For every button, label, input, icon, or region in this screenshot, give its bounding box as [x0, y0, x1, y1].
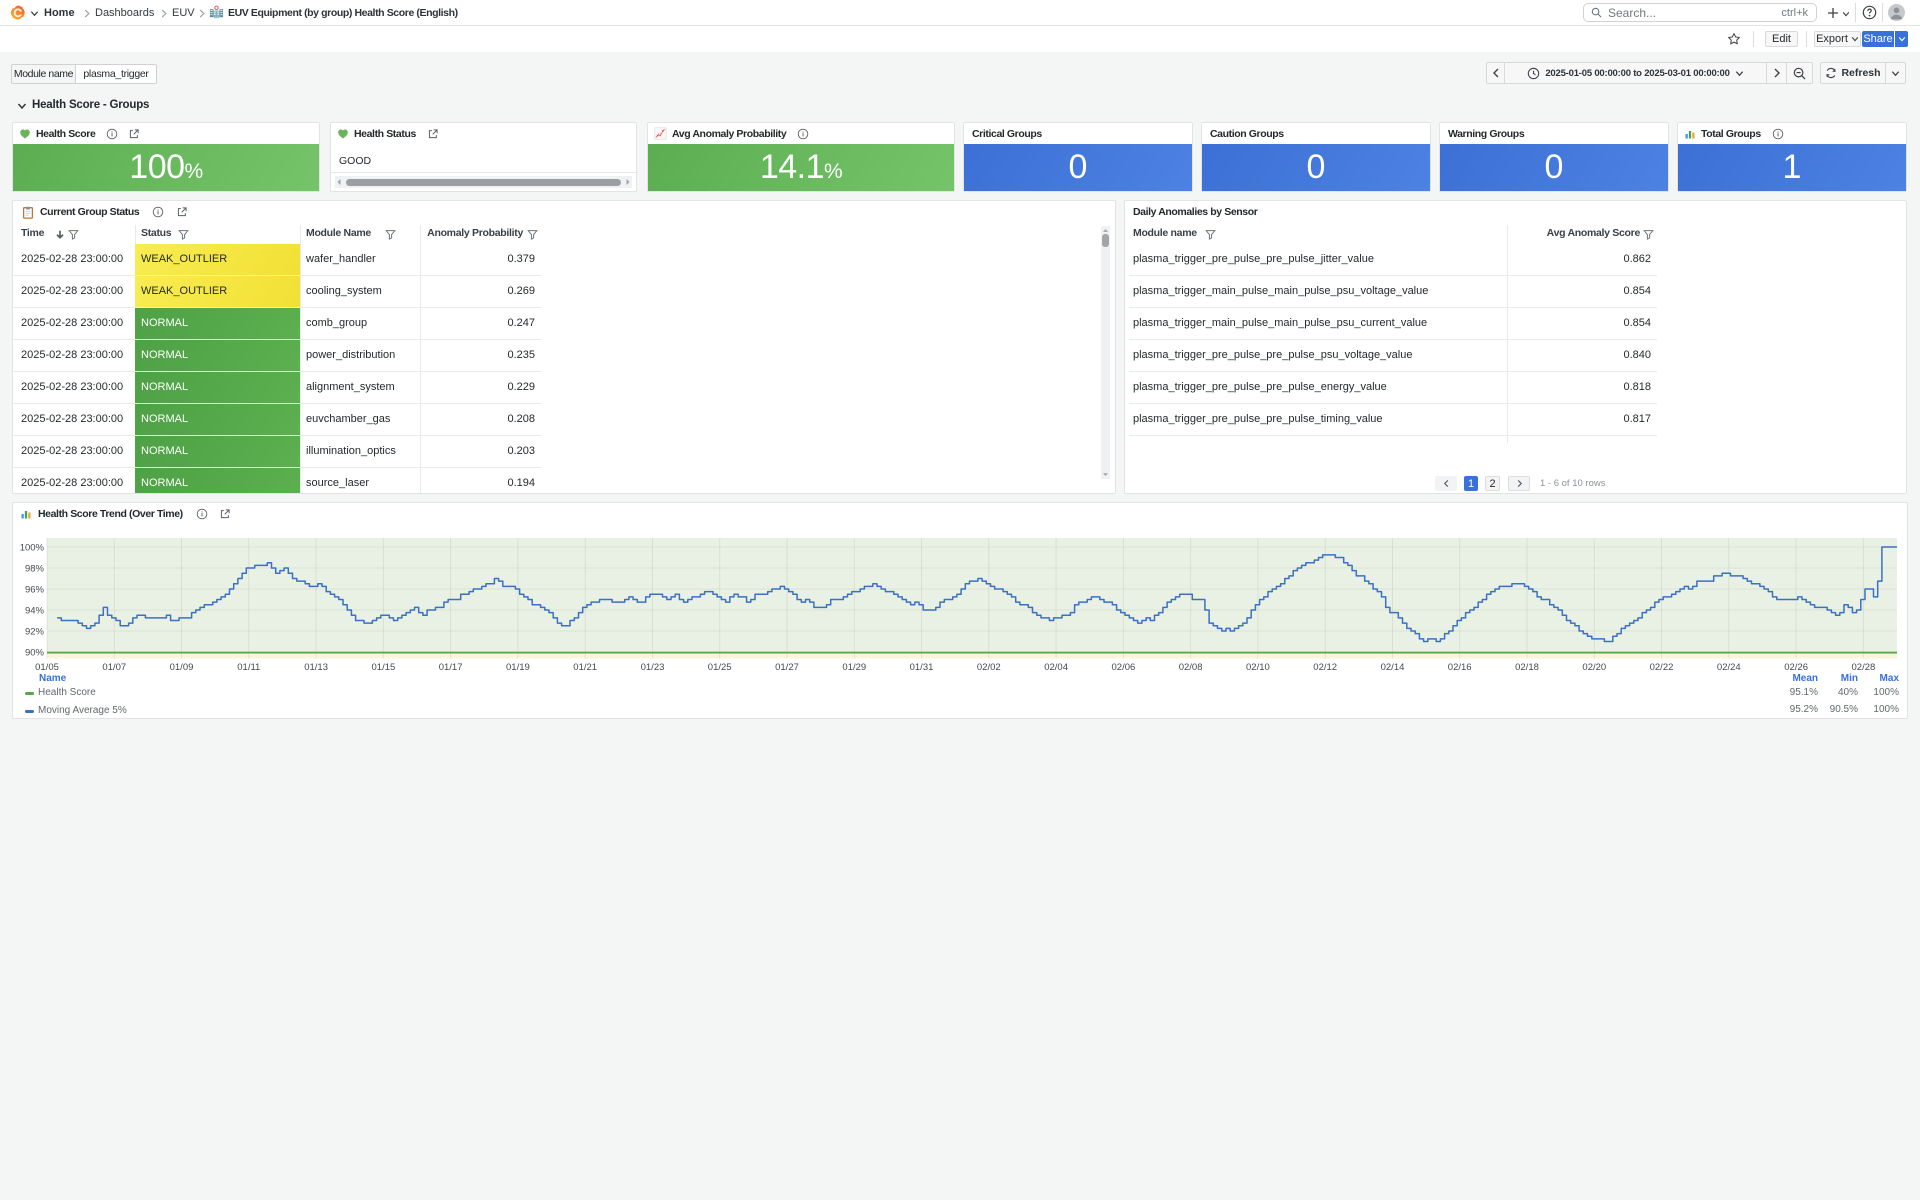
- svg-text:01/11: 01/11: [237, 662, 260, 673]
- svg-text:01/29: 01/29: [842, 662, 866, 673]
- svg-text:02/16: 02/16: [1448, 662, 1472, 673]
- svg-text:02/26: 02/26: [1784, 662, 1808, 673]
- svg-text:01/09: 01/09: [170, 662, 194, 673]
- svg-text:02/08: 02/08: [1179, 662, 1203, 673]
- svg-text:96%: 96%: [25, 585, 45, 596]
- svg-text:98%: 98%: [25, 564, 45, 575]
- svg-text:01/13: 01/13: [304, 662, 328, 673]
- svg-text:02/18: 02/18: [1515, 662, 1539, 673]
- svg-text:01/31: 01/31: [910, 662, 934, 673]
- svg-text:01/21: 01/21: [573, 662, 597, 673]
- svg-text:02/04: 02/04: [1044, 662, 1068, 673]
- svg-text:01/17: 01/17: [439, 662, 463, 673]
- svg-text:01/07: 01/07: [102, 662, 126, 673]
- svg-text:02/28: 02/28: [1852, 662, 1876, 673]
- svg-text:01/19: 01/19: [506, 662, 530, 673]
- svg-text:01/05: 01/05: [35, 662, 59, 673]
- svg-text:02/12: 02/12: [1313, 662, 1337, 673]
- svg-text:02/14: 02/14: [1381, 662, 1405, 673]
- svg-text:02/06: 02/06: [1112, 662, 1136, 673]
- svg-text:02/24: 02/24: [1717, 662, 1741, 673]
- svg-text:02/20: 02/20: [1582, 662, 1606, 673]
- svg-text:94%: 94%: [25, 606, 45, 617]
- svg-text:100%: 100%: [20, 543, 45, 554]
- svg-text:01/25: 01/25: [708, 662, 732, 673]
- svg-text:02/02: 02/02: [977, 662, 1001, 673]
- svg-text:01/15: 01/15: [372, 662, 396, 673]
- svg-text:92%: 92%: [25, 627, 45, 638]
- svg-text:01/27: 01/27: [775, 662, 799, 673]
- svg-text:01/23: 01/23: [641, 662, 665, 673]
- svg-text:02/10: 02/10: [1246, 662, 1270, 673]
- svg-text:90%: 90%: [25, 648, 45, 659]
- svg-text:02/22: 02/22: [1650, 662, 1674, 673]
